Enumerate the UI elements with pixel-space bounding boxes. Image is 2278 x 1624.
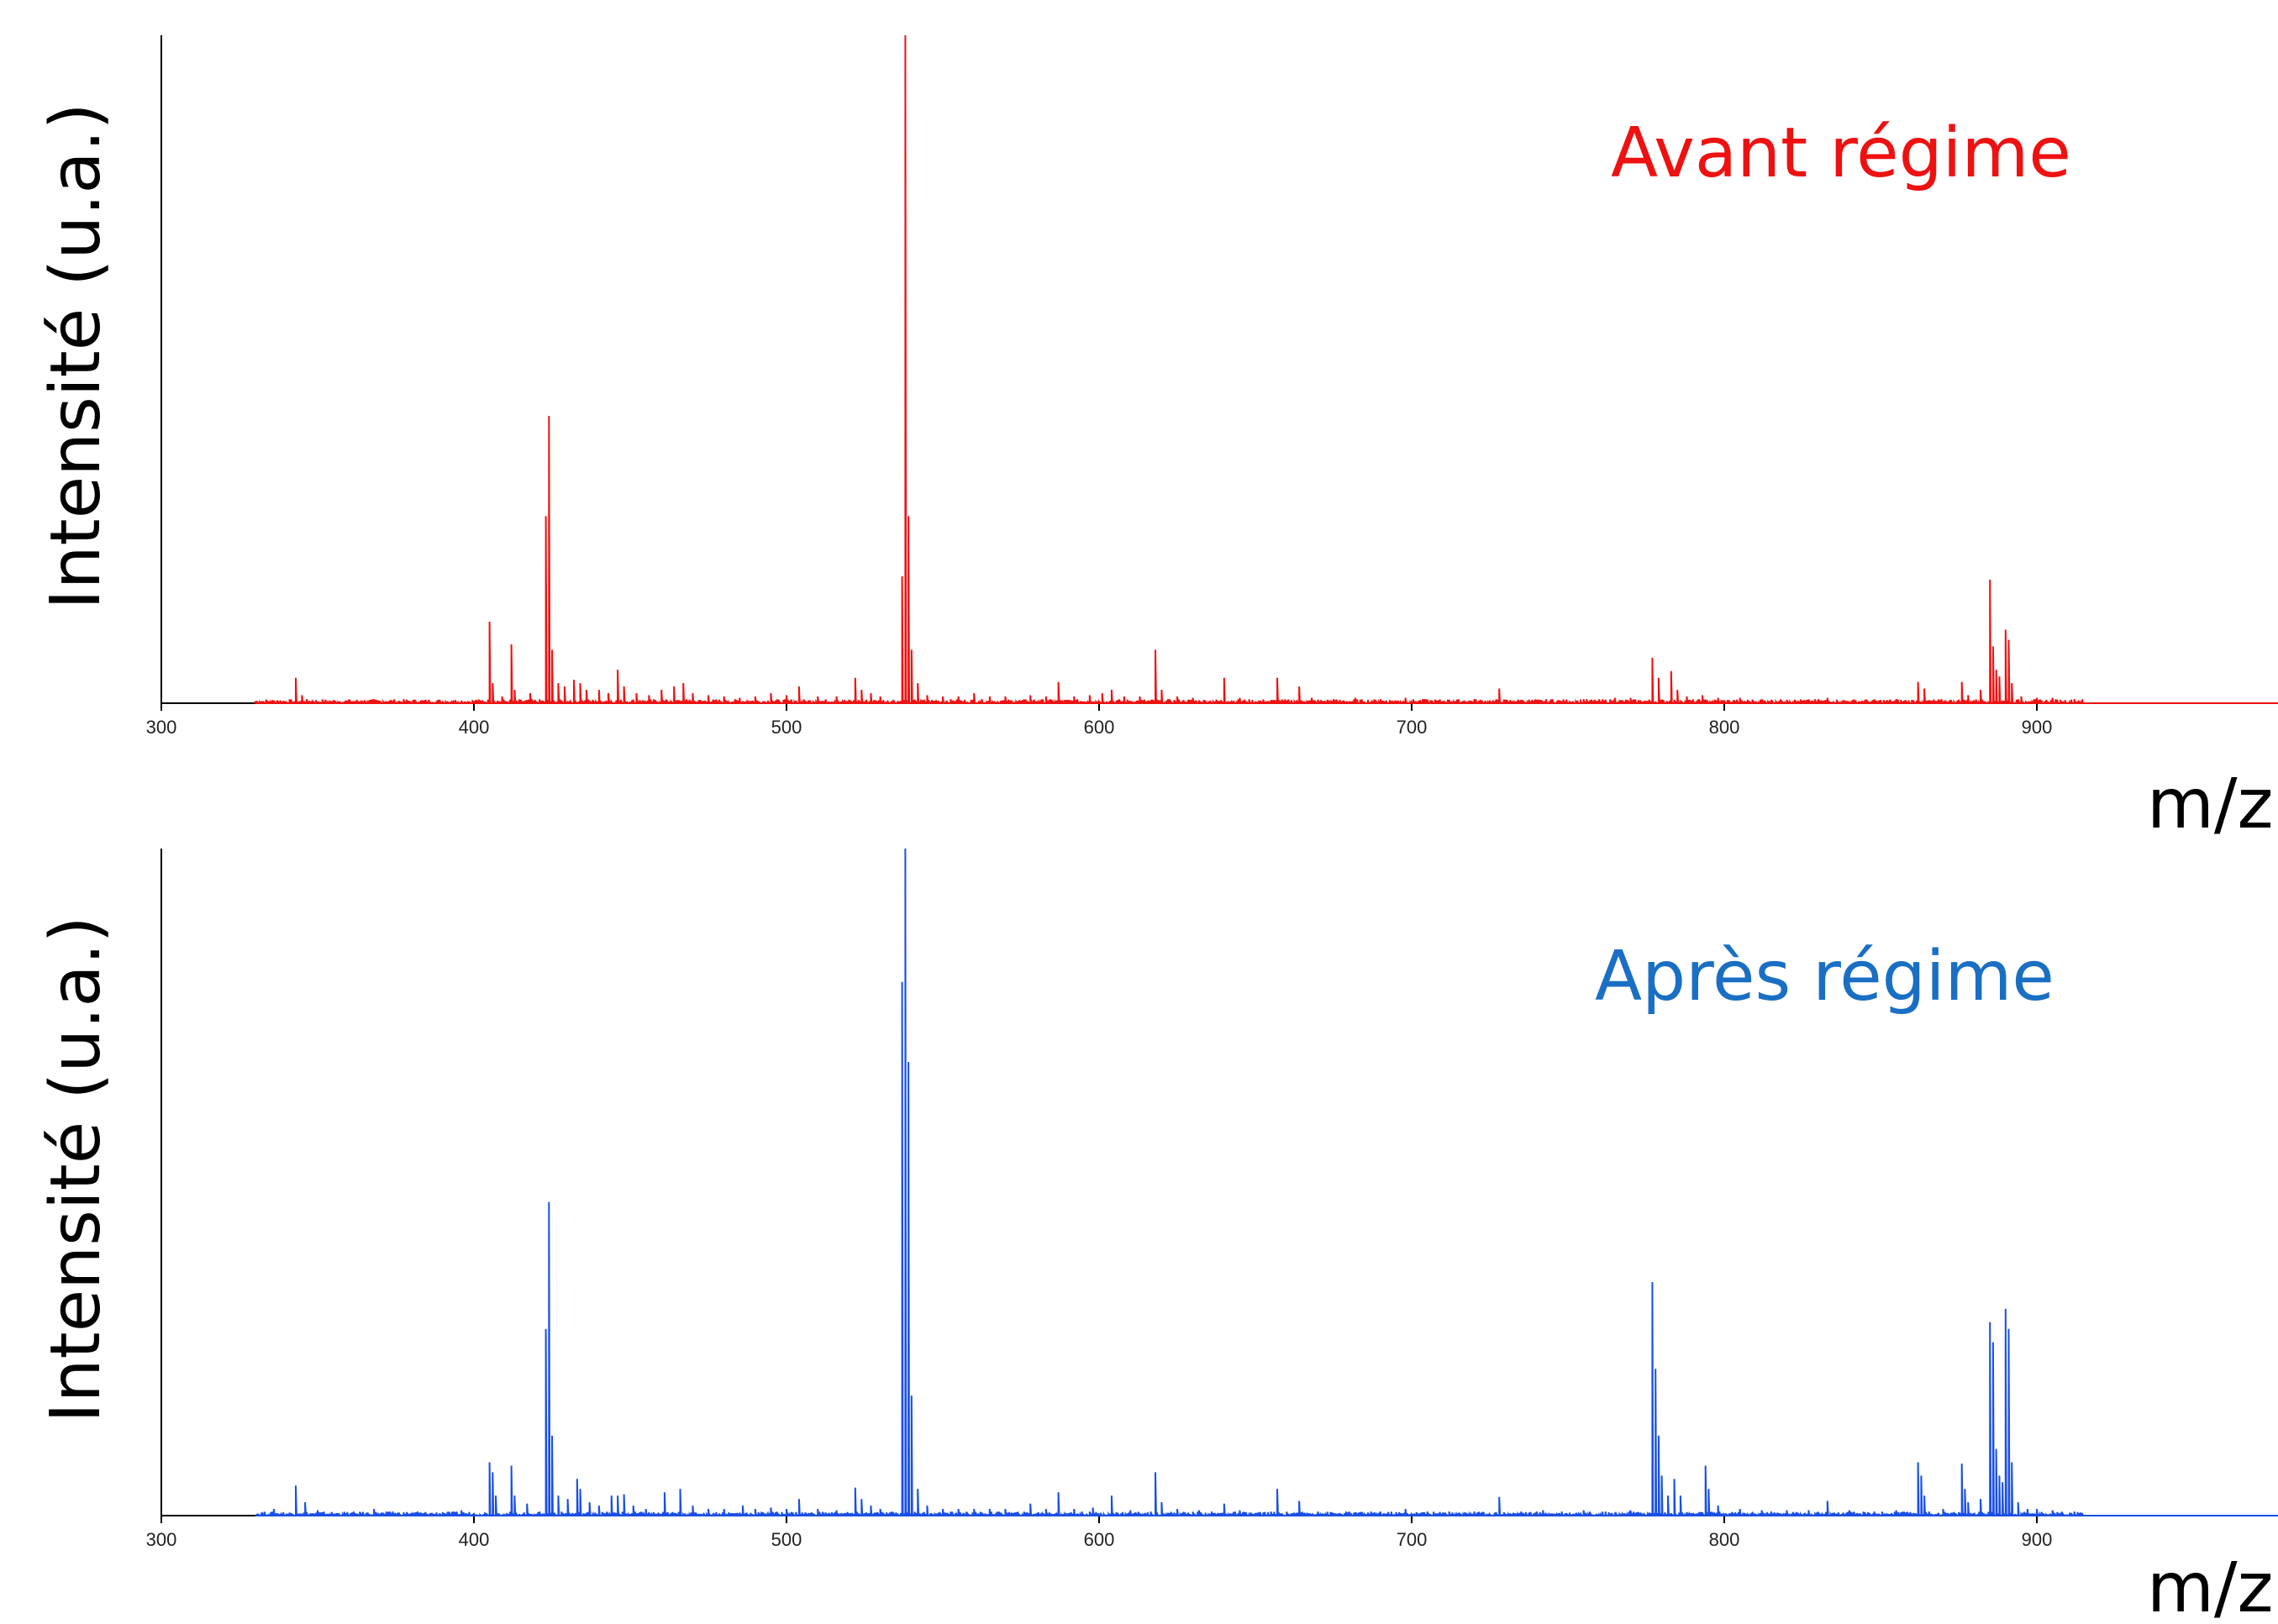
x-tick-label: 600 [1084, 717, 1115, 738]
x-axis-label: m/z [2147, 1548, 2274, 1624]
x-tick-label: 500 [771, 1529, 802, 1550]
x-tick-label: 400 [459, 1529, 490, 1550]
y-axis-label: Intensité (u.a.) [36, 102, 116, 609]
x-tick-label: 300 [146, 1529, 177, 1550]
x-tick-label: 600 [1084, 1529, 1115, 1550]
x-tick-group: 300 400 500 600 700 800 900 [146, 703, 2053, 738]
x-tick-label: 400 [459, 717, 490, 738]
spectrum-panel-before: Intensité (u.a.) 300 400 500 600 700 800 900 A… [36, 34, 2278, 844]
panel-title: Après régime [1595, 937, 2054, 1017]
x-tick-label: 800 [1709, 1529, 1740, 1550]
spectrum-panel-after: Intensité (u.a.) 300 400 500 600 700 800 900 A… [36, 848, 2278, 1624]
x-tick-group: 300 400 500 600 700 800 900 [146, 1516, 2053, 1550]
x-tick-label: 800 [1709, 717, 1740, 738]
y-axis-label: Intensité (u.a.) [36, 916, 116, 1422]
x-tick-label: 900 [2022, 717, 2053, 738]
panel-title: Avant régime [1611, 113, 2071, 193]
spectrum-line [254, 34, 2278, 704]
x-tick-label: 900 [2022, 1529, 2053, 1550]
x-tick-label: 700 [1397, 1529, 1428, 1550]
x-tick-label: 500 [771, 717, 802, 738]
x-axis-label: m/z [2147, 765, 2274, 844]
x-tick-label: 300 [146, 717, 177, 738]
x-tick-label: 700 [1397, 717, 1428, 738]
spectrum-line [255, 848, 2278, 1516]
